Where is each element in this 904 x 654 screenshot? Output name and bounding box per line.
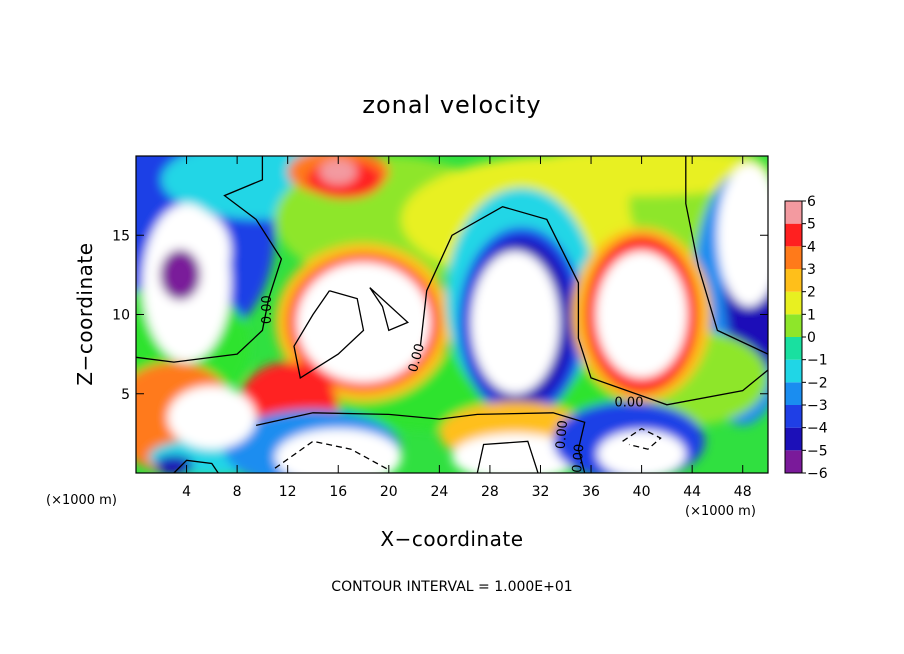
y-tick-label: 5	[121, 387, 130, 403]
contour-neg-bottom-left	[274, 440, 390, 471]
colorbar-swatch	[785, 246, 802, 269]
colorbar-tick-label: 5	[807, 217, 816, 233]
colorbar-swatch	[785, 337, 802, 360]
colorbar-tick-label: 0	[807, 330, 816, 346]
colorbar-tick-label: 6	[807, 194, 816, 210]
contour-zero-bottom	[255, 412, 586, 473]
cell-low-left-white	[167, 385, 257, 450]
y-tick-label: 10	[112, 308, 130, 324]
contour-corner	[173, 459, 219, 473]
colorbar-swatch	[785, 382, 802, 405]
x-tick-label: 12	[279, 484, 297, 500]
colorbar-tick-label: −5	[807, 443, 828, 459]
colorbar-tick-label: −3	[807, 398, 828, 414]
contour-interval-note: CONTOUR INTERVAL = 1.000E+01	[331, 579, 572, 595]
x-tick-label: 20	[380, 484, 398, 500]
x-tick-label: 8	[233, 484, 242, 500]
colorbar-swatch	[785, 291, 802, 315]
cell-corner-blue	[154, 455, 193, 473]
colorbar-swatch	[785, 405, 802, 428]
contour-bottom-mid	[476, 440, 539, 473]
x-tick-label: 32	[532, 484, 550, 500]
x-tick-label: 40	[633, 484, 651, 500]
x-tick-label: 28	[481, 484, 499, 500]
colorbar-swatch	[785, 269, 802, 292]
cell-bottom-white	[275, 428, 402, 473]
colorbar-swatch	[785, 450, 802, 473]
colorbar-tick-label: −4	[807, 421, 828, 437]
colorbar-swatch	[785, 201, 802, 224]
x-tick-label: 48	[734, 484, 752, 500]
contour-neg-bottom-right	[622, 427, 662, 450]
cell-top-pink	[319, 159, 358, 185]
x-tick-label: 36	[582, 484, 600, 500]
cell-pos-white	[596, 251, 688, 378]
x-axis-ticks: 4 8 12 16 20 24 28 32 36 40 44 48	[182, 156, 752, 500]
colorbar-tick-label: 3	[807, 262, 816, 278]
contour-lines: 0.000.000.000.000.00	[136, 156, 768, 473]
cell-center-white	[296, 262, 431, 383]
contour-level-label: 0.00	[570, 443, 587, 473]
colorbar-swatch	[785, 223, 802, 247]
colorbar-tick-label: −6	[807, 466, 828, 482]
colorbar-tick-label: −2	[807, 375, 828, 391]
contour-level-label: 0.00	[615, 395, 644, 410]
colorbar-tick-label: 4	[807, 239, 816, 255]
contour-zero-center	[419, 205, 768, 406]
x-tick-label: 44	[683, 484, 701, 500]
contour-center-inner	[293, 290, 365, 379]
x-axis-label: X−coordinate	[380, 527, 523, 551]
contour-zero-left	[136, 156, 283, 363]
y-axis-label: Z−coordinate	[73, 242, 97, 385]
contour-level-label: 0.00	[406, 342, 428, 374]
colorbar-tick-label: 2	[807, 285, 816, 301]
colorbar-tick-label: −1	[807, 353, 828, 369]
colorbar-swatch	[785, 359, 802, 383]
y-axis-ticks: 5 10 15	[112, 228, 768, 403]
contour-level-label: 0.00	[554, 420, 571, 450]
colorbar: 6 5 4 3 2 1 0 −1 −2 −3 −4 −5 −6	[784, 194, 828, 482]
field-blobs	[136, 156, 768, 473]
colorbar-swatch	[785, 427, 802, 451]
chart-title: zonal velocity	[362, 91, 541, 119]
colorbar-swatch	[785, 314, 802, 337]
x-tick-label: 4	[182, 484, 191, 500]
cell-right-white	[717, 163, 768, 307]
contour-center-hook	[369, 287, 409, 332]
contour-zero-right	[685, 156, 768, 355]
x-left-unit-label: (×1000 m)	[46, 493, 117, 508]
x-tick-label: 24	[430, 484, 448, 500]
heatmap-field: 0.000.000.000.000.00	[136, 156, 768, 473]
y-tick-label: 15	[112, 228, 130, 244]
cell-neg-white	[470, 251, 560, 394]
x-right-unit-label: (×1000 m)	[685, 504, 756, 519]
contour-level-label: 0.00	[260, 295, 275, 324]
cell-left-purple	[160, 249, 201, 301]
band-top-right-yellow	[515, 156, 768, 196]
x-tick-label: 16	[329, 484, 347, 500]
cell-bottom-mid-white	[452, 433, 579, 473]
cell-bottom-right-white	[597, 430, 686, 473]
colorbar-tick-label: 1	[807, 307, 816, 323]
